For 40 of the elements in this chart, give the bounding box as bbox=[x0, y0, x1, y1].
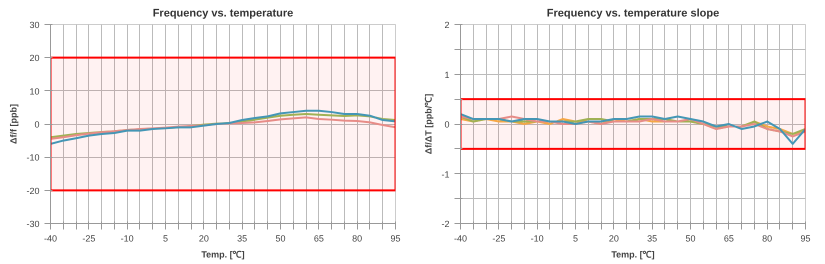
y-tick-label: 10 bbox=[29, 86, 40, 96]
x-tick-label: 95 bbox=[390, 234, 401, 244]
y-tick-label: 30 bbox=[29, 20, 40, 30]
x-tick-label: 35 bbox=[647, 234, 658, 244]
x-tick-label: -25 bbox=[82, 234, 96, 244]
line-series bbox=[460, 113, 806, 145]
x-tick-label: -25 bbox=[492, 234, 506, 244]
x-tick-label: 20 bbox=[198, 234, 209, 244]
line-series bbox=[50, 110, 396, 145]
y-axis-title: Δf/ΔT [ppb/℃] bbox=[424, 94, 434, 154]
x-tick-label: 5 bbox=[572, 234, 578, 244]
x-tick-label: 95 bbox=[800, 234, 811, 244]
y-axis-title: Δf/f [ppb] bbox=[8, 104, 18, 144]
y-tick-label: 2 bbox=[444, 20, 450, 30]
x-tick-label: 50 bbox=[685, 234, 696, 244]
x-tick-label: 80 bbox=[352, 234, 362, 244]
y-tick-label: -20 bbox=[26, 186, 40, 196]
y-tick-label: -2 bbox=[442, 219, 450, 229]
y-tick-label: 20 bbox=[29, 53, 40, 64]
y-tick-label: -1 bbox=[442, 169, 450, 180]
chart-title: Frequency vs. temperature slope bbox=[546, 8, 720, 20]
x-tick-label: -40 bbox=[44, 234, 58, 244]
x-tick-label: -10 bbox=[530, 234, 544, 244]
x-tick-label: 35 bbox=[237, 234, 248, 244]
y-tick-label: 0 bbox=[444, 120, 450, 130]
chart-title: Frequency vs. temperature bbox=[152, 8, 294, 20]
x-axis-title: Temp. [℃] bbox=[201, 250, 245, 260]
x-tick-label: 50 bbox=[275, 234, 286, 244]
y-tick-label: -30 bbox=[26, 219, 40, 229]
x-tick-label: 80 bbox=[762, 234, 772, 244]
x-axis-title: Temp. [℃] bbox=[611, 250, 655, 260]
y-tick-label: 0 bbox=[34, 120, 40, 130]
x-tick-label: 65 bbox=[724, 234, 734, 244]
x-tick-label: -40 bbox=[454, 234, 468, 244]
y-tick-label: 1 bbox=[444, 70, 450, 80]
x-tick-label: -10 bbox=[120, 234, 134, 244]
x-tick-label: 5 bbox=[162, 234, 168, 244]
x-tick-label: 20 bbox=[608, 234, 619, 244]
y-tick-label: -10 bbox=[26, 152, 40, 163]
x-tick-label: 65 bbox=[314, 234, 324, 244]
